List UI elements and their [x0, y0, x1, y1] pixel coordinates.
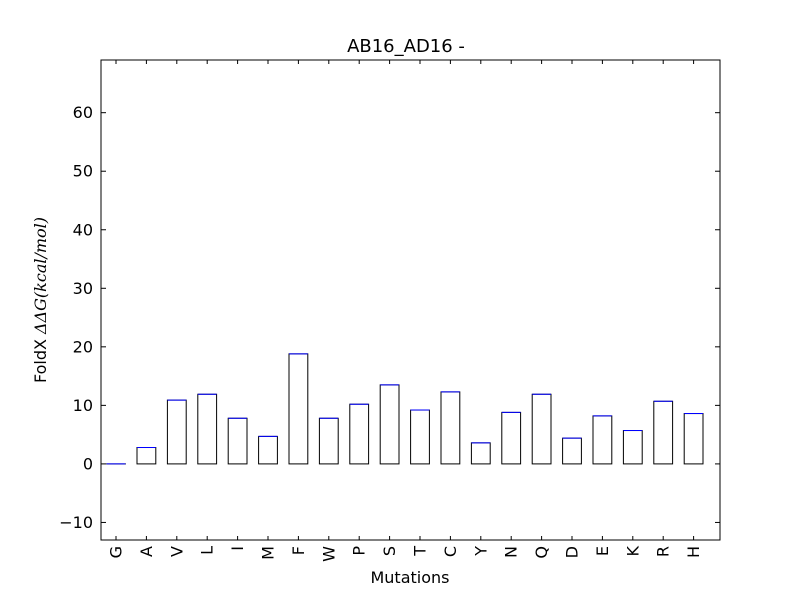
bar-A [136, 447, 157, 465]
bar-D [562, 437, 582, 465]
x-tick-label-M: M [259, 546, 278, 560]
x-tick-label-K: K [623, 546, 642, 557]
bars-group [106, 353, 704, 465]
y-axis-label-prefix: FoldX [31, 334, 50, 383]
y-tick-label: 0 [83, 454, 93, 473]
y-tick-label: 20 [73, 337, 93, 356]
x-tick-label-T: T [411, 546, 430, 557]
y-ticks-group: −10 0 10 20 30 40 50 60 [59, 103, 720, 532]
bar-Q [531, 393, 552, 465]
x-tick-label-P: P [350, 546, 369, 556]
x-tick-label-L: L [198, 546, 217, 555]
x-tick-label-E: E [593, 546, 612, 556]
x-tick-label-V: V [167, 546, 186, 557]
x-tick-label-S: S [380, 546, 399, 556]
bar-P [349, 403, 370, 465]
x-tick-label-D: D [563, 546, 582, 558]
plot-frame [100, 59, 721, 541]
x-tick-label-Y: Y [471, 546, 490, 557]
bar-M [258, 435, 278, 465]
x-tick-label-R: R [654, 546, 673, 557]
x-tick-label-I: I [228, 546, 247, 551]
bar-C [440, 391, 461, 465]
x-tick-label-Q: Q [532, 546, 551, 559]
chart-title: AB16_AD16 - [347, 36, 465, 57]
x-tick-label-N: N [502, 546, 521, 558]
y-tick-label: 40 [73, 220, 93, 239]
y-axis-label: FoldX ΔΔG(kcal/mol) [31, 217, 50, 383]
bar-R [653, 400, 674, 465]
bar-I [227, 417, 248, 465]
y-tick-label: 10 [73, 396, 93, 415]
x-axis-label: Mutations [370, 568, 449, 587]
bar-K [622, 430, 643, 465]
x-tick-label-W: W [319, 546, 338, 562]
y-tick-label: 60 [73, 103, 93, 122]
bar-V [166, 399, 187, 465]
y-tick-label: 30 [73, 279, 93, 298]
bar-S [379, 384, 400, 465]
bar-Y [470, 442, 491, 465]
x-tick-label-G: G [107, 546, 126, 558]
bar-F [288, 353, 309, 465]
y-tick-label: −10 [59, 513, 93, 532]
bar-W [318, 417, 339, 465]
bar-L [197, 393, 218, 465]
bar-N [501, 411, 522, 465]
x-tick-label-C: C [441, 546, 460, 557]
y-axis-label-math: ΔΔG(kcal/mol) [31, 217, 50, 335]
x-tick-label-A: A [137, 546, 156, 557]
bar-E [592, 415, 613, 465]
y-tick-label: 50 [73, 162, 93, 181]
bar-H [683, 413, 704, 465]
bar-T [410, 409, 430, 465]
x-tick-label-F: F [289, 546, 308, 555]
x-tick-label-H: H [684, 546, 703, 558]
